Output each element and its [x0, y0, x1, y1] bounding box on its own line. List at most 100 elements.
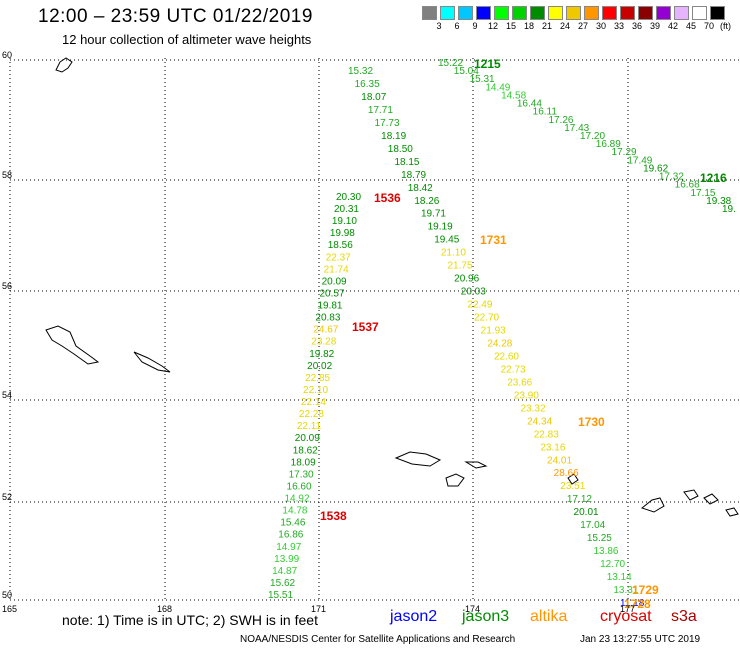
wave-height-value: 16.11 — [533, 107, 558, 118]
wave-height-value: 18.56 — [328, 240, 353, 251]
colorbar-cell — [674, 6, 689, 20]
wave-height-value: 22.83 — [534, 429, 559, 440]
footer-credit: NOAA/NESDIS Center for Satellite Applica… — [240, 634, 516, 645]
legend-cryosat: cryosat — [600, 608, 652, 625]
wave-height-value: 14.92 — [284, 494, 309, 505]
wave-height-value: 20.57 — [320, 288, 345, 299]
island-shape — [567, 473, 579, 485]
colorbar-tick-label: 6 — [454, 21, 460, 31]
wave-height-value: 19.19 — [428, 222, 453, 233]
island-shape — [703, 493, 719, 505]
wave-height-value: 22.73 — [501, 364, 526, 375]
colorbar-tick-label: 30 — [595, 21, 606, 31]
longitude-label: 168 — [157, 604, 172, 614]
island-shape — [55, 57, 73, 73]
wave-height-value: 17.30 — [289, 469, 314, 480]
wave-height-value: 18.79 — [401, 170, 426, 181]
track-middle: 15.32 16.35 18.07 17.71 17.73 18.19 18.50 18.15… — [348, 66, 659, 611]
wave-height-value: 20.30 — [336, 192, 361, 203]
wave-height-value: 19.82 — [309, 349, 334, 360]
wave-height-value: 22.60 — [494, 351, 519, 362]
latitude-label: 52 — [2, 492, 12, 502]
wave-height-value: 23.90 — [514, 390, 539, 401]
island-shape — [45, 325, 100, 365]
colorbar-cell — [620, 6, 635, 20]
colorbar-tick-label: 42 — [667, 21, 678, 31]
colorbar-tick-label: 36 — [631, 21, 642, 31]
wave-height-value: 23.32 — [520, 403, 545, 414]
colorbar-tick-label: 45 — [685, 21, 696, 31]
track-time-label: 1728 — [624, 597, 651, 611]
wave-height-value: 18.50 — [388, 144, 413, 155]
colorbar-cell — [422, 6, 437, 20]
colorbar-cell — [512, 6, 527, 20]
track-time-label: 1536 — [374, 191, 401, 205]
colorbar-cell — [602, 6, 617, 20]
latitude-label: 58 — [2, 170, 12, 180]
wave-height-value: 16.44 — [517, 99, 542, 110]
wave-height-value: 18.26 — [414, 196, 439, 207]
wave-height-value: 21.75 — [448, 261, 473, 272]
wave-height-value: 14.49 — [485, 82, 510, 93]
colorbar-cell — [584, 6, 599, 20]
colorbar-tick-label: 24 — [559, 21, 570, 31]
wave-height-value: 17.43 — [564, 123, 589, 134]
wave-height-value: 18.09 — [291, 457, 316, 468]
wave-height-value: 15.25 — [587, 533, 612, 544]
wave-height-value: 22.70 — [474, 313, 499, 324]
wave-height-value: 17.73 — [375, 118, 400, 129]
wave-height-value: 19.71 — [421, 209, 446, 220]
island-shape — [725, 507, 739, 517]
wave-height-value: 17.26 — [548, 115, 573, 126]
altimeter-tracks: 20.3020.3119.1019.9818.5622.3721.7420.09… — [268, 57, 736, 611]
island-shape — [683, 489, 699, 501]
wave-height-value: 20.31 — [334, 204, 359, 215]
colorbar-tick-label: 27 — [577, 21, 588, 31]
wave-height-value: 12.70 — [600, 559, 625, 570]
wave-height-value: 17.32 — [659, 172, 684, 183]
wave-height-value: 18.62 — [293, 445, 318, 456]
wave-height-value: 20.02 — [307, 361, 332, 372]
wave-height-value: 20.96 — [454, 274, 479, 285]
wave-height-value: 22.11 — [297, 421, 322, 432]
wave-height-value: 16.86 — [278, 530, 303, 541]
wave-height-value: 14.78 — [282, 506, 307, 517]
wave-height-value: 16.35 — [355, 79, 380, 90]
wave-height-value: 18.19 — [381, 131, 406, 142]
wave-height-value: 14.87 — [272, 566, 297, 577]
island-shape — [133, 351, 171, 373]
colorbar-cell — [710, 6, 725, 20]
wave-height-value: 22.28 — [299, 409, 324, 420]
colorbar-cell — [656, 6, 671, 20]
wave-height-value: 18.15 — [394, 157, 419, 168]
wave-height-value: 21.10 — [441, 248, 466, 259]
wave-height-value: 28.66 — [554, 468, 579, 479]
wave-height-value: 16.89 — [596, 139, 621, 150]
longitude-label: 171 — [311, 604, 326, 614]
wave-height-value: 13.14 — [607, 572, 632, 583]
map-subtitle: 12 hour collection of altimeter wave hei… — [62, 32, 312, 47]
wave-height-value: 20.09 — [322, 276, 347, 287]
wave-height-value: 11.18 — [620, 598, 645, 609]
track-time-label: 1216 — [700, 171, 727, 185]
wave-height-value: 21.93 — [481, 326, 506, 337]
wave-height-value: 18.42 — [408, 183, 433, 194]
wave-height-value: 23.28 — [311, 337, 336, 348]
units-note: note: 1) Time is in UTC; 2) SWH is in fe… — [62, 612, 318, 628]
island-shape — [640, 497, 665, 513]
wave-height-value: 22.85 — [305, 373, 330, 384]
track-time-label: 1731 — [480, 233, 507, 247]
track-time-label: 1537 — [352, 320, 379, 334]
wave-height-value: 21.74 — [324, 264, 349, 275]
colorbar-cell — [476, 6, 491, 20]
colorbar-tick-label: 12 — [487, 21, 498, 31]
island-shape — [464, 461, 488, 469]
axis-labels: 60 58 56 54 52 50 165 168 171 174 177 — [2, 50, 635, 614]
latitude-label: 54 — [2, 390, 12, 400]
colorbar-tick-label: 3 — [436, 21, 442, 31]
island-shape — [445, 473, 465, 487]
wave-height-value: 20.03 — [461, 287, 486, 298]
legend-s3a: s3a — [671, 608, 697, 625]
wave-height-value: 24.28 — [487, 338, 512, 349]
wave-height-value: 19.38 — [706, 196, 731, 207]
